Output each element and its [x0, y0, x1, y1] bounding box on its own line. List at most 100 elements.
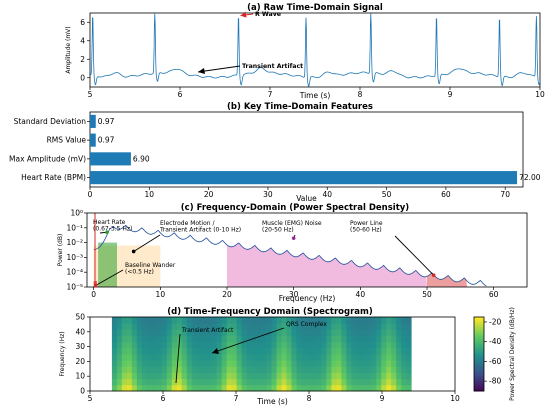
spectrogram-cell — [251, 372, 257, 380]
spectrogram-cell — [406, 354, 412, 361]
spectrogram-cell — [351, 378, 357, 386]
spectrogram-cell — [361, 354, 367, 361]
spectrogram-cell — [346, 384, 352, 392]
spectrogram-cell — [281, 372, 287, 380]
spectrogram-cell — [121, 341, 128, 349]
spectrogram-cell — [191, 378, 198, 386]
spectrogram-cell — [321, 360, 327, 367]
panel-a-xlabel: Time (s) — [299, 91, 331, 100]
spectrogram-cell — [391, 347, 397, 355]
spectrogram-cell — [371, 317, 377, 324]
spectrogram-cell — [206, 335, 213, 343]
spectrogram-cell — [196, 372, 203, 380]
spectrogram-cell — [286, 372, 292, 380]
spectrogram-cell — [331, 341, 337, 349]
spectrogram-cell — [131, 372, 138, 380]
spectrogram-cell — [191, 360, 198, 367]
spectrogram-cell — [341, 372, 347, 380]
spectrogram-cell — [306, 317, 312, 324]
spectrogram-cell — [261, 341, 267, 349]
panel-b-xtick-label: 30 — [263, 190, 273, 199]
spectrogram-cell — [326, 347, 332, 355]
panel-d-ytick-label: 10 — [75, 372, 85, 381]
panel-a-arrow — [197, 65, 241, 73]
spectrogram-cell — [116, 366, 123, 373]
spectrogram-cell — [296, 329, 302, 336]
spectrogram-cell — [346, 335, 352, 343]
spectrogram-cell — [306, 378, 312, 386]
panel-b-category-label: RMS Value — [47, 136, 87, 145]
spectrogram-cell — [346, 323, 352, 330]
spectrogram-cell — [321, 372, 327, 380]
spectrogram-cell — [146, 329, 153, 336]
spectrogram-cell — [351, 323, 357, 330]
spectrogram-cell — [311, 360, 317, 367]
panel-d-xtick-label: 5 — [88, 394, 93, 403]
panel-b-xtick-label: 50 — [382, 190, 392, 199]
spectrogram-cell — [301, 335, 307, 343]
spectrogram-cell — [231, 354, 238, 361]
spectrogram-cell — [161, 354, 168, 361]
spectrogram-cell — [386, 323, 392, 330]
spectrogram-cell — [141, 341, 148, 349]
spectrogram-cell — [171, 341, 178, 349]
panel-b-category-label: Heart Rate (BPM) — [21, 173, 86, 182]
panel-a-arrowhead — [240, 11, 247, 18]
spectrogram-cell — [356, 378, 362, 386]
spectrogram-cell — [196, 323, 203, 330]
spectrogram-cell — [376, 384, 382, 392]
spectrogram-cell — [196, 317, 203, 324]
colorbar-segment — [474, 386, 484, 390]
spectrogram-cell — [196, 360, 203, 367]
spectrogram-cell — [261, 329, 267, 336]
spectrogram-cell — [291, 347, 297, 355]
colorbar-segment — [474, 331, 484, 335]
spectrogram-cell — [216, 360, 223, 367]
spectrogram-cell — [366, 360, 372, 367]
spectrogram-cell — [121, 360, 128, 367]
spectrogram-cell — [156, 372, 163, 380]
spectrogram-cell — [286, 366, 292, 373]
spectrogram-cell — [361, 366, 367, 373]
spectrogram-cell — [276, 335, 282, 343]
spectrogram-cell — [136, 384, 143, 392]
spectrogram-cell — [356, 384, 362, 392]
spectrogram-cell — [206, 341, 213, 349]
spectrogram-cell — [156, 360, 163, 367]
panel-a-xtick-label: 5 — [88, 90, 93, 99]
panel-a-ytick-label: 6 — [80, 18, 85, 27]
spectrogram-cell — [246, 384, 252, 392]
spectrogram-cell — [401, 378, 407, 386]
spectrogram-cell — [381, 347, 387, 355]
spectrogram-cell — [356, 341, 362, 349]
spectrogram-cell — [121, 323, 128, 330]
spectrogram-cell — [261, 366, 267, 373]
spectrogram-cell — [311, 341, 317, 349]
panel-c-band-label: (50-60 Hz) — [350, 227, 382, 234]
spectrogram-cell — [206, 317, 213, 324]
spectrogram-cell — [116, 317, 123, 324]
colorbar-segment — [474, 351, 484, 355]
spectrogram-cell — [351, 366, 357, 373]
spectrogram-cell — [241, 366, 247, 373]
spectrogram-cell — [251, 341, 257, 349]
spectrogram-cell — [116, 360, 123, 367]
spectrogram-cell — [246, 360, 252, 367]
spectrogram-cell — [296, 360, 302, 367]
spectrogram-cell — [171, 372, 178, 380]
panel-b-axes — [89, 111, 524, 188]
spectrogram-cell — [191, 384, 198, 392]
spectrogram-cell — [201, 372, 208, 380]
panel-c-ylabel: Power (dB) — [57, 234, 64, 267]
spectrogram-cell — [226, 347, 233, 355]
spectrogram-cell — [366, 329, 372, 336]
spectrogram-cell — [216, 378, 223, 386]
panel-c-spectrum — [93, 224, 487, 287]
spectrogram-cell — [126, 329, 133, 336]
spectrogram-cell — [276, 323, 282, 330]
spectrogram-cell — [376, 329, 382, 336]
colorbar-segment — [474, 381, 484, 385]
spectrogram-cell — [201, 378, 208, 386]
spectrogram-cell — [206, 329, 213, 336]
panel-a-signal — [89, 12, 541, 87]
